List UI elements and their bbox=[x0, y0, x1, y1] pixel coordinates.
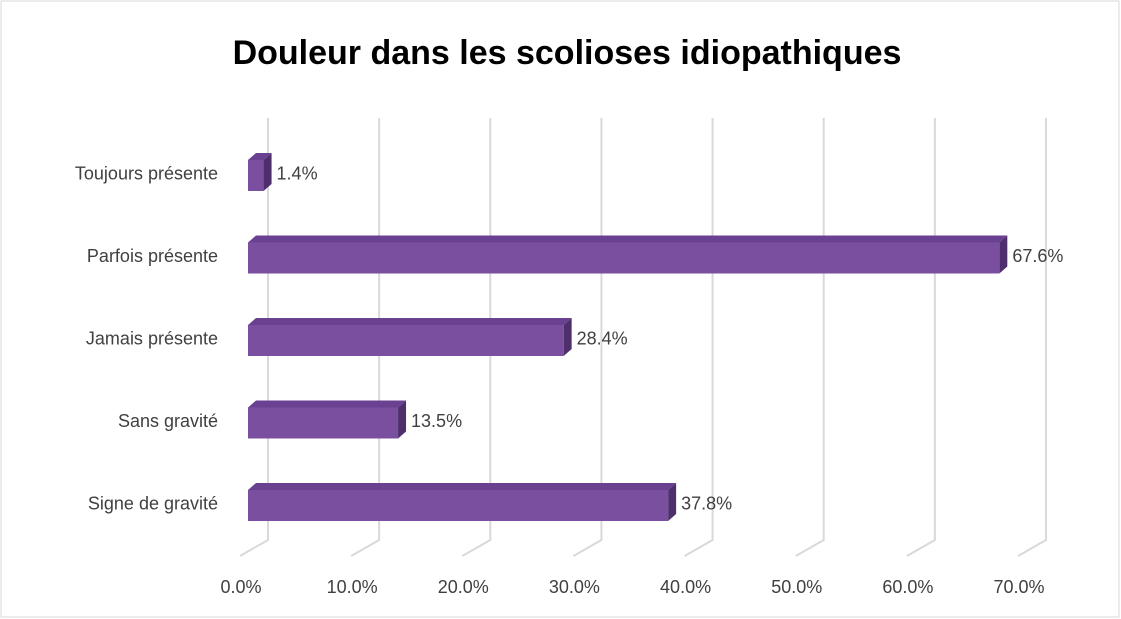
value-label: 28.4% bbox=[577, 328, 628, 348]
bar-front bbox=[248, 160, 264, 191]
bar-side bbox=[263, 153, 272, 191]
bar bbox=[248, 483, 677, 521]
y-tick-label: Jamais présente bbox=[86, 328, 218, 348]
bar-side bbox=[999, 235, 1008, 274]
value-label: 67.6% bbox=[1012, 246, 1063, 266]
bar-top bbox=[248, 153, 272, 160]
bar bbox=[248, 318, 572, 356]
x-tick-label: 30.0% bbox=[549, 577, 600, 597]
bar-side bbox=[398, 400, 407, 439]
bar-top bbox=[248, 483, 677, 490]
bar-front bbox=[248, 242, 1000, 274]
grid-line bbox=[1017, 118, 1047, 557]
bar-top bbox=[248, 235, 1008, 243]
bar-side bbox=[563, 318, 572, 356]
x-tick-label: 0.0% bbox=[220, 577, 261, 597]
bar-front bbox=[248, 407, 399, 439]
bar-front bbox=[248, 325, 564, 356]
bar-top bbox=[248, 400, 407, 408]
y-tick-label: Parfois présente bbox=[87, 246, 218, 266]
x-tick-label: 40.0% bbox=[660, 577, 711, 597]
bar-top bbox=[248, 318, 572, 325]
bar bbox=[248, 400, 407, 439]
y-tick-label: Toujours présente bbox=[75, 163, 218, 183]
bar-side bbox=[668, 483, 677, 521]
x-tick-label: 20.0% bbox=[438, 577, 489, 597]
bar bbox=[248, 153, 272, 191]
x-tick-label: 60.0% bbox=[882, 577, 933, 597]
bar bbox=[248, 235, 1008, 274]
chart-title: Douleur dans les scolioses idiopathiques bbox=[233, 34, 902, 72]
value-label: 1.4% bbox=[277, 163, 318, 183]
value-label: 37.8% bbox=[681, 493, 732, 513]
y-tick-label: Sans gravité bbox=[118, 411, 218, 431]
x-tick-label: 50.0% bbox=[771, 577, 822, 597]
x-tick-label: 70.0% bbox=[993, 577, 1044, 597]
y-tick-label: Signe de gravité bbox=[88, 493, 218, 513]
bar-front bbox=[248, 490, 669, 521]
value-label: 13.5% bbox=[411, 411, 462, 431]
x-tick-label: 10.0% bbox=[327, 577, 378, 597]
